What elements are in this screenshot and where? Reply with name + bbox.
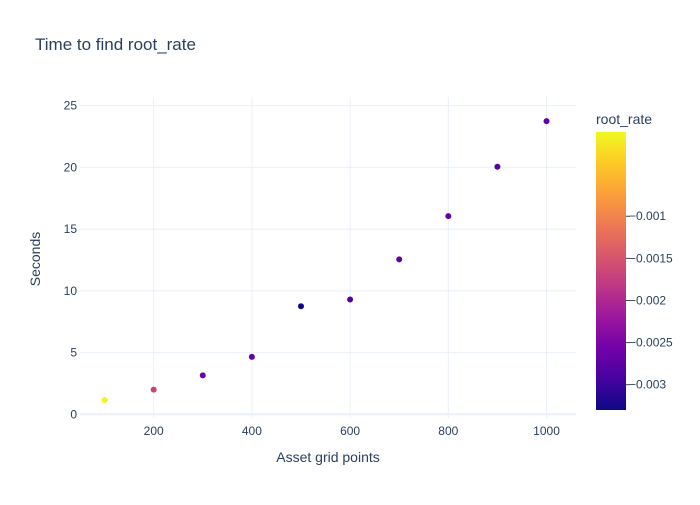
grid-layer [80, 97, 576, 418]
data-point[interactable] [445, 213, 451, 219]
colorbar: root_rate −0.001−0.0015−0.002−0.0025−0.0… [596, 111, 673, 410]
chart-title: Time to find root_rate [35, 35, 196, 54]
data-point-layer [102, 118, 550, 403]
y-tick-label: 0 [70, 407, 77, 421]
data-point[interactable] [347, 296, 353, 302]
colorbar-tick-label: −0.0015 [629, 251, 673, 265]
data-point[interactable] [200, 372, 206, 378]
y-tick-label: 5 [70, 346, 77, 360]
colorbar-title: root_rate [596, 111, 652, 127]
data-point[interactable] [102, 397, 108, 403]
data-point[interactable] [298, 303, 304, 309]
colorbar-tick-label: −0.0025 [629, 336, 673, 350]
x-axis-label: Asset grid points [276, 449, 380, 465]
x-tick-label: 200 [144, 424, 164, 438]
y-tick-label: 15 [64, 222, 78, 236]
colorbar-ticks: −0.001 −0.0015 −0.002 −0.0025 −0.003 [626, 209, 673, 391]
data-point[interactable] [544, 118, 550, 124]
data-point[interactable] [494, 164, 500, 170]
colorbar-tick-label: −0.003 [629, 378, 666, 392]
x-tick-label: 1000 [533, 424, 560, 438]
x-tick-label: 800 [438, 424, 458, 438]
colorbar-gradient [596, 132, 626, 410]
x-tick-label: 600 [340, 424, 360, 438]
data-point[interactable] [396, 256, 402, 262]
x-tick-label: 400 [242, 424, 262, 438]
data-point[interactable] [151, 387, 157, 393]
colorbar-tick-label: −0.001 [629, 209, 666, 223]
colorbar-tick-label: −0.002 [629, 293, 666, 307]
y-tick-label: 10 [64, 284, 78, 298]
y-tick-label: 25 [64, 99, 78, 113]
y-axis-label: Seconds [27, 232, 43, 286]
y-tick-label: 20 [64, 160, 78, 174]
data-point[interactable] [249, 354, 255, 360]
axis-tick-layer: 200 400 600 800 1000 0 5 10 15 20 25 [64, 99, 561, 438]
